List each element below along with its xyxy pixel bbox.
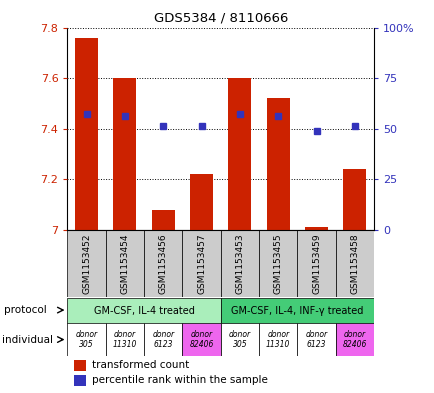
Bar (259, 230, 297, 297)
Bar (182, 230, 220, 297)
Text: GM-CSF, IL-4, INF-γ treated: GM-CSF, IL-4, INF-γ treated (231, 306, 363, 316)
Bar (220, 230, 259, 297)
Bar (67, 230, 105, 297)
Bar (335, 323, 373, 356)
Text: GSM1153456: GSM1153456 (158, 233, 168, 294)
Title: GDS5384 / 8110666: GDS5384 / 8110666 (153, 12, 287, 25)
Bar (220, 323, 259, 356)
Text: GSM1153452: GSM1153452 (82, 233, 91, 294)
Bar (259, 323, 297, 356)
Text: donor
11310: donor 11310 (266, 330, 290, 349)
Bar (113, 78, 136, 230)
Text: donor
6123: donor 6123 (305, 330, 327, 349)
Bar (220, 298, 373, 324)
Text: protocol: protocol (4, 305, 47, 315)
Text: donor
11310: donor 11310 (112, 330, 137, 349)
Bar (73, 375, 85, 386)
Text: percentile rank within the sample: percentile rank within the sample (92, 375, 267, 386)
Text: donor
6123: donor 6123 (152, 330, 174, 349)
Bar (105, 323, 144, 356)
Bar (304, 228, 327, 230)
Bar (67, 298, 220, 324)
Bar (67, 323, 105, 356)
Bar (266, 98, 289, 230)
Bar (228, 78, 251, 230)
Text: donor
305: donor 305 (76, 330, 97, 349)
Bar (73, 360, 85, 371)
Text: donor
82406: donor 82406 (189, 330, 213, 349)
Text: GSM1153459: GSM1153459 (311, 233, 320, 294)
Text: GSM1153455: GSM1153455 (273, 233, 282, 294)
Text: GSM1153457: GSM1153457 (197, 233, 206, 294)
Bar (182, 323, 220, 356)
Bar (144, 323, 182, 356)
Bar (75, 38, 98, 230)
Bar (335, 230, 373, 297)
Bar (144, 230, 182, 297)
Text: GSM1153453: GSM1153453 (235, 233, 244, 294)
Text: donor
82406: donor 82406 (342, 330, 366, 349)
Bar (297, 323, 335, 356)
Text: donor
305: donor 305 (228, 330, 250, 349)
Text: GM-CSF, IL-4 treated: GM-CSF, IL-4 treated (93, 306, 194, 316)
Bar (105, 230, 144, 297)
Text: GSM1153458: GSM1153458 (350, 233, 358, 294)
Bar (297, 230, 335, 297)
Bar (190, 174, 213, 230)
Text: individual: individual (2, 334, 53, 345)
Text: transformed count: transformed count (92, 360, 189, 370)
Text: GSM1153454: GSM1153454 (120, 233, 129, 294)
Bar (343, 169, 365, 230)
Bar (151, 209, 174, 230)
